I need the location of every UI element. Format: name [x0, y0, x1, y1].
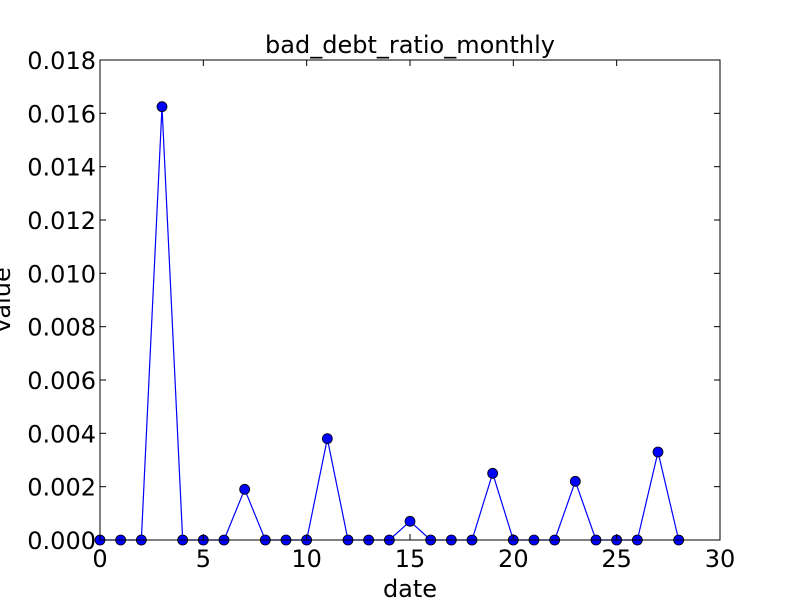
x-tick-label: 20	[498, 545, 529, 573]
y-tick-label: 0.010	[27, 260, 96, 288]
data-point	[156, 101, 168, 113]
x-tick-label: 15	[395, 545, 426, 573]
y-tick-label: 0.000	[27, 527, 96, 555]
data-point	[239, 483, 251, 495]
data-point	[652, 446, 664, 458]
y-tick-label: 0.012	[27, 207, 96, 235]
y-tick-label: 0.008	[27, 314, 96, 342]
x-tick-label: 0	[92, 545, 107, 573]
x-tick-label: 25	[601, 545, 632, 573]
data-point	[321, 433, 333, 445]
data-point	[487, 467, 499, 479]
y-tick-label: 0.004	[27, 420, 96, 448]
x-axis: 0 5 10 15 20 25 30	[92, 60, 735, 573]
x-tick-label: 5	[196, 545, 211, 573]
y-axis-title: value	[0, 267, 16, 333]
data-point	[404, 515, 416, 527]
x-tick-label: 30	[705, 545, 736, 573]
y-tick-label: 0.018	[27, 47, 96, 75]
x-tick-label: 10	[291, 545, 322, 573]
data-point	[569, 475, 581, 487]
y-tick-label: 0.016	[27, 100, 96, 128]
y-tick-label: 0.006	[27, 367, 96, 395]
y-tick-label: 0.002	[27, 474, 96, 502]
plot-area	[100, 60, 720, 540]
series-layer	[94, 101, 685, 546]
y-tick-label: 0.014	[27, 154, 96, 182]
chart-title: bad_debt_ratio_monthly	[265, 31, 555, 59]
y-axis: 0.000 0.002 0.004 0.006 0.008 0.010 0.012 0.014…	[27, 47, 720, 555]
x-axis-title: date	[383, 575, 437, 600]
